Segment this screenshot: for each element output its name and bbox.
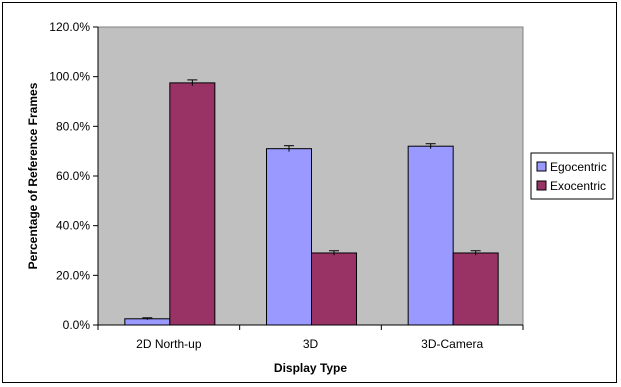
- y-tick-label: 120.0%: [49, 20, 90, 34]
- y-tick-label: 20.0%: [56, 268, 90, 282]
- legend-label-egocentric: Egocentric: [550, 160, 607, 174]
- bar-exocentric-2: [452, 252, 499, 326]
- y-tick-label: 80.0%: [56, 119, 90, 133]
- x-tick-label: 3D-Camera: [421, 337, 483, 351]
- error-bar: [284, 145, 294, 152]
- error-bar: [470, 250, 481, 256]
- x-axis-title: Display Type: [274, 361, 347, 375]
- bar-exocentric-0: [169, 82, 216, 326]
- legend-label-exocentric: Exocentric: [550, 179, 606, 193]
- bar-egocentric-1: [266, 148, 312, 326]
- legend-swatch-exocentric: [536, 180, 547, 191]
- y-tick-label: 40.0%: [56, 219, 90, 233]
- y-tick-label: 60.0%: [56, 169, 90, 183]
- error-bar: [187, 79, 198, 86]
- bar-exocentric-1: [311, 252, 357, 326]
- y-tick-label: 0.0%: [63, 318, 91, 332]
- legend-swatch-egocentric: [536, 161, 547, 172]
- y-axis-title: Percentage of Reference Frames: [26, 82, 40, 269]
- bars: [124, 79, 499, 326]
- y-tick-label: 100.0%: [49, 70, 90, 84]
- y-axis-ticks: 0.0% 20.0% 40.0% 60.0% 80.0% 100.0% 120.0%: [49, 20, 98, 332]
- x-tick-label: 2D North-up: [136, 337, 202, 351]
- x-axis-ticks: 2D North-up 3D 3D-Camera: [97, 325, 524, 351]
- error-bar: [142, 317, 153, 320]
- chart-frame: 0.0% 20.0% 40.0% 60.0% 80.0% 100.0% 120.0% 2D …: [2, 2, 617, 383]
- error-bar: [425, 143, 436, 149]
- x-tick-label: 3D: [303, 337, 319, 351]
- legend: Egocentric Exocentric: [530, 152, 614, 200]
- legend-box: [530, 152, 614, 200]
- bar-egocentric-2: [407, 145, 454, 326]
- bar-chart: 0.0% 20.0% 40.0% 60.0% 80.0% 100.0% 120.0% 2D …: [26, 20, 614, 375]
- error-bar: [329, 250, 339, 256]
